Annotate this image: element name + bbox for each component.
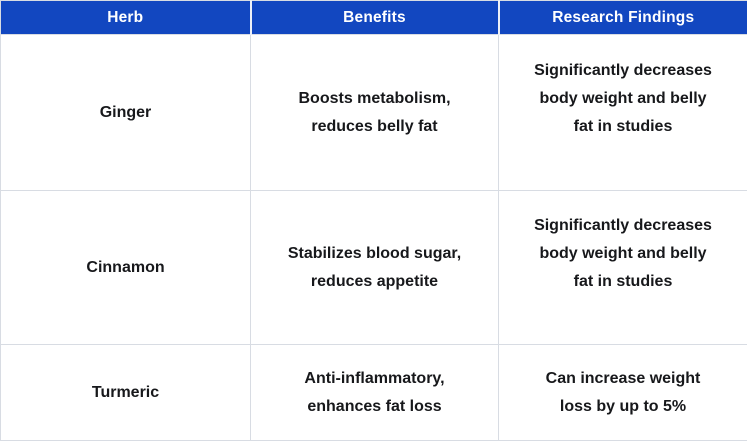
cell-herb-name: Ginger [0,33,251,191]
cell-research-findings: Significantly decreases body weight and … [498,190,747,345]
table-row-turmeric: Turmeric Anti-inflammatory, enhances fat… [0,344,747,441]
column-header-benefits: Benefits [249,0,499,35]
table-row-ginger: Ginger Boosts metabolism, reduces belly … [0,33,747,191]
cell-research-findings: Significantly decreases body weight and … [498,33,747,191]
cell-research-findings: Can increase weight loss by up to 5% [498,344,747,441]
cell-herb-name: Cinnamon [0,190,251,345]
cell-herb-name: Turmeric [0,344,251,441]
table-row-cinnamon: Cinnamon Stabilizes blood sugar, reduces… [0,190,747,345]
cell-benefits: Anti-inflammatory, enhances fat loss [250,344,499,441]
cell-benefits: Boosts metabolism, reduces belly fat [250,33,499,191]
column-header-research-findings: Research Findings [497,0,747,35]
header-row: Herb Benefits Research Findings [0,0,747,35]
cell-benefits: Stabilizes blood sugar, reduces appetite [250,190,499,345]
column-header-herb: Herb [0,0,251,35]
